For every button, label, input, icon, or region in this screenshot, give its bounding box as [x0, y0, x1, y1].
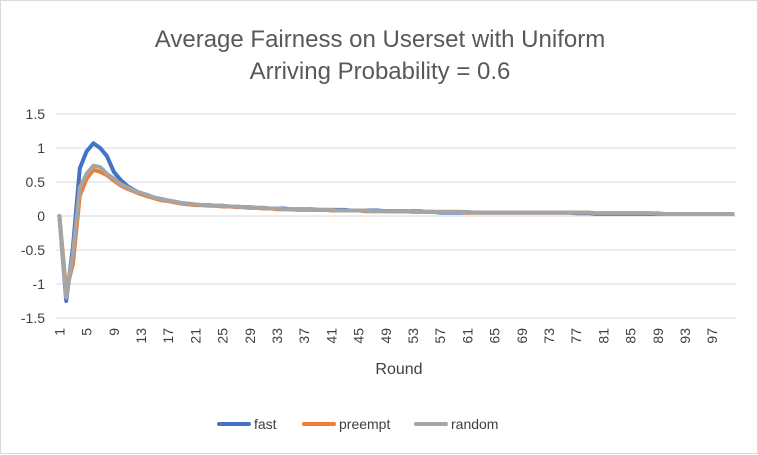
x-axis-label: Round — [375, 361, 422, 378]
x-tick-label: 45 — [351, 328, 367, 344]
x-tick-label: 89 — [650, 328, 666, 344]
x-tick-label: 33 — [269, 328, 285, 344]
y-axis-ticks: 1.5 1 0.5 0 -0.5 -1 -1.5 — [21, 106, 45, 326]
x-tick-label: 85 — [623, 328, 639, 344]
x-tick-label: 9 — [106, 328, 122, 336]
series-line-preempt — [57, 167, 735, 293]
legend: fast preempt random — [217, 416, 498, 432]
series-lines — [57, 141, 735, 303]
legend-label-random: random — [451, 416, 498, 432]
y-tick-label: 1 — [37, 140, 45, 156]
y-tick-label: -1 — [33, 276, 46, 292]
legend-label-preempt: preempt — [339, 416, 390, 432]
chart-title-line-1: Average Fairness on Userset with Uniform — [155, 26, 605, 53]
x-tick-label: 5 — [79, 328, 95, 336]
y-tick-label: 0 — [37, 208, 45, 224]
x-tick-label: 25 — [215, 328, 231, 344]
x-tick-label: 37 — [296, 328, 312, 344]
series-line-fast — [57, 141, 735, 303]
x-tick-label: 17 — [160, 328, 176, 344]
x-tick-label: 21 — [187, 328, 203, 344]
x-tick-label: 73 — [541, 328, 557, 344]
x-tick-label: 69 — [514, 328, 530, 344]
x-tick-label: 65 — [487, 328, 503, 344]
x-tick-label: 57 — [432, 328, 448, 344]
chart-title-line-2: Arriving Probability = 0.6 — [250, 58, 511, 85]
x-tick-label: 77 — [568, 328, 584, 344]
legend-label-fast: fast — [254, 416, 277, 432]
x-tick-label: 81 — [595, 328, 611, 344]
x-tick-label: 1 — [51, 328, 67, 336]
x-tick-label: 41 — [323, 328, 339, 344]
y-tick-label: 1.5 — [26, 106, 46, 122]
y-tick-label: -1.5 — [21, 310, 45, 326]
x-tick-label: 53 — [405, 328, 421, 344]
x-tick-label: 13 — [133, 328, 149, 344]
x-axis-ticks: 1 5 9 13 17 21 25 29 33 37 41 45 49 53 57 61 65 69 73 77 81 8… — [51, 215, 736, 344]
x-tick-label: 29 — [242, 328, 258, 344]
y-tick-label: 0.5 — [26, 174, 46, 190]
series-line-random — [57, 163, 735, 300]
x-tick-label: 97 — [704, 328, 720, 344]
x-tick-label: 61 — [459, 328, 475, 344]
x-tick-label: 93 — [677, 328, 693, 344]
x-tick-label: 49 — [378, 328, 394, 344]
y-tick-label: -0.5 — [21, 242, 45, 258]
